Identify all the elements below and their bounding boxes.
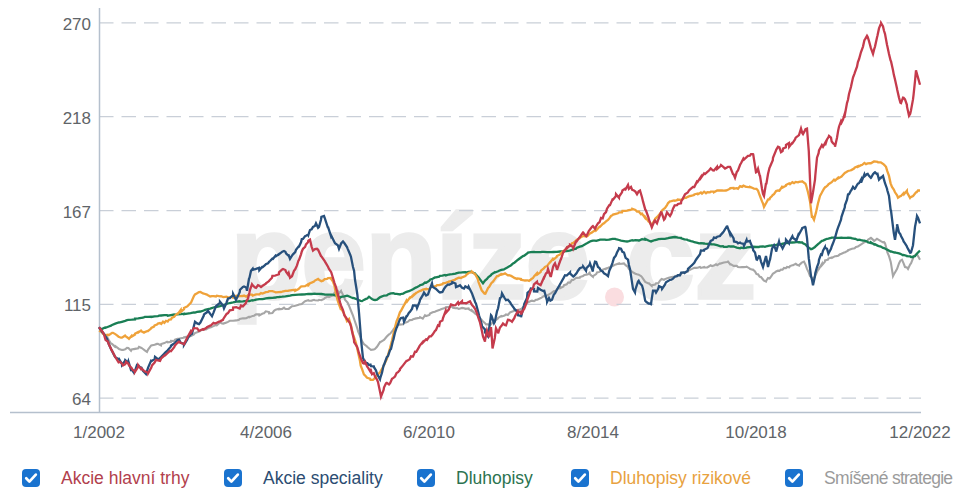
- svg-text:peníze: peníze: [231, 190, 590, 323]
